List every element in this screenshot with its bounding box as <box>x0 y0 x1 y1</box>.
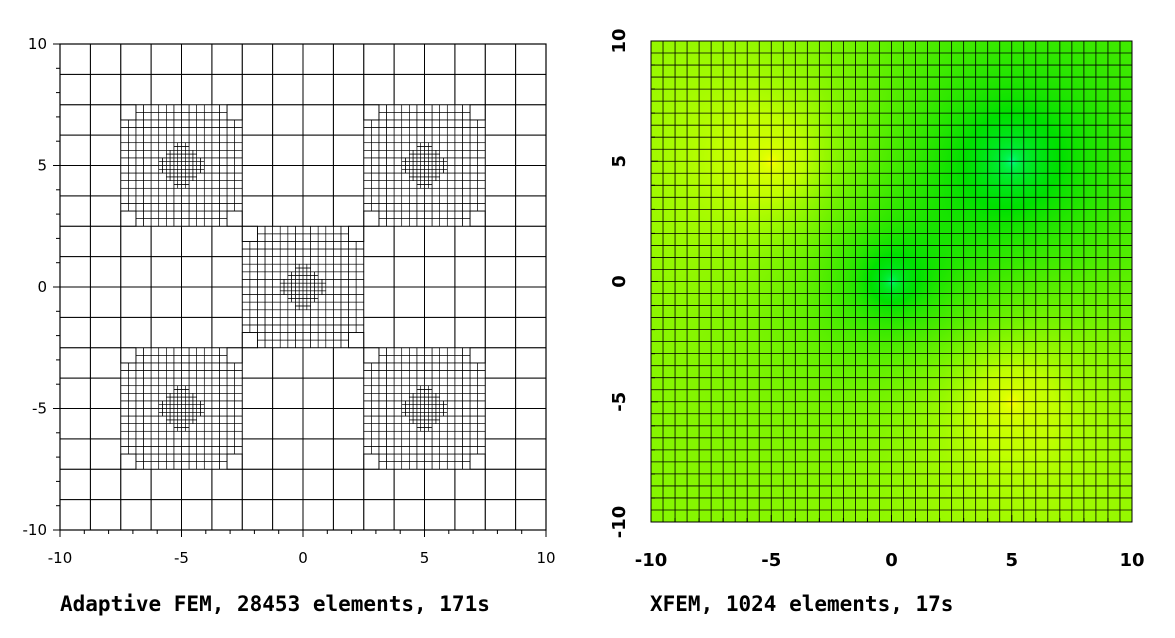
fem-mesh <box>59 43 547 531</box>
adaptive-fem-panel: -10 -5 0 5 10 10 5 0 -5 -10 Adaptive FEM, 28453 e… <box>23 35 556 616</box>
fem-caption: Adaptive FEM, 28453 elements, 171s <box>60 592 490 616</box>
x-tick-label: -10 <box>48 549 73 567</box>
xfem-panel: -10 -5 0 5 10 10 5 0 -5 -10 XFEM, 1024 elements, … <box>609 28 1145 616</box>
xfem-caption: XFEM, 1024 elements, 17s <box>650 592 953 616</box>
y-tick-label: 5 <box>37 157 47 175</box>
y-tick-label: -10 <box>609 506 630 539</box>
xfem-mesh <box>650 40 1133 523</box>
x-tick-label: -5 <box>174 549 189 567</box>
x-tick-label: 0 <box>885 550 898 571</box>
y-tick-label: -10 <box>23 521 48 539</box>
x-tick-label: 10 <box>536 549 555 567</box>
y-tick-label: -5 <box>609 392 630 412</box>
fem-axes: -10 -5 0 5 10 10 5 0 -5 -10 <box>23 35 556 567</box>
y-tick-label: 10 <box>609 28 630 53</box>
x-tick-label: 10 <box>1119 550 1144 571</box>
xfem-axes: -10 -5 0 5 10 10 5 0 -5 -10 <box>609 28 1145 571</box>
y-tick-label: 0 <box>37 278 47 296</box>
x-tick-label: 0 <box>298 549 308 567</box>
y-tick-label: 0 <box>609 275 630 288</box>
y-tick-label: -5 <box>32 400 47 418</box>
y-tick-label: 10 <box>28 35 47 53</box>
x-tick-label: -5 <box>761 550 781 571</box>
x-tick-label: 5 <box>420 549 430 567</box>
x-tick-label: -10 <box>635 550 668 571</box>
y-tick-label: 5 <box>609 155 630 168</box>
x-tick-label: 5 <box>1005 550 1018 571</box>
